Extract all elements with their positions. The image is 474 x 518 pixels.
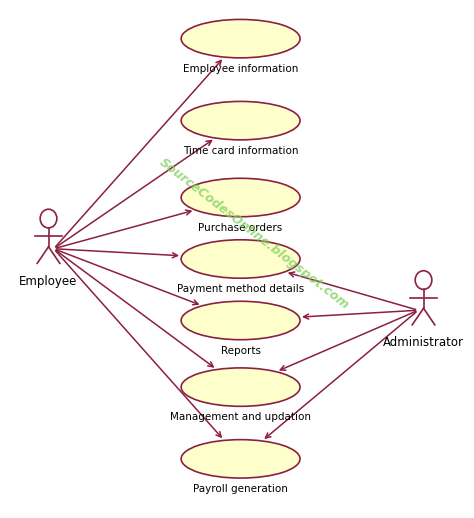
Ellipse shape (181, 20, 300, 58)
Ellipse shape (181, 440, 300, 478)
Text: Payment method details: Payment method details (177, 284, 304, 294)
Ellipse shape (181, 178, 300, 217)
Ellipse shape (181, 368, 300, 406)
Text: Administrator: Administrator (383, 336, 464, 349)
Text: Time card information: Time card information (183, 146, 298, 156)
Ellipse shape (181, 102, 300, 140)
Text: Purchase orders: Purchase orders (199, 223, 283, 233)
Text: Employee information: Employee information (183, 64, 298, 74)
Ellipse shape (181, 301, 300, 340)
Ellipse shape (181, 240, 300, 278)
Text: Management and updation: Management and updation (170, 412, 311, 423)
Text: Employee: Employee (19, 275, 78, 287)
Text: Reports: Reports (220, 346, 261, 356)
Text: SourceCodesOnline.blogspot.com: SourceCodesOnline.blogspot.com (157, 155, 352, 311)
Text: Payroll generation: Payroll generation (193, 484, 288, 494)
